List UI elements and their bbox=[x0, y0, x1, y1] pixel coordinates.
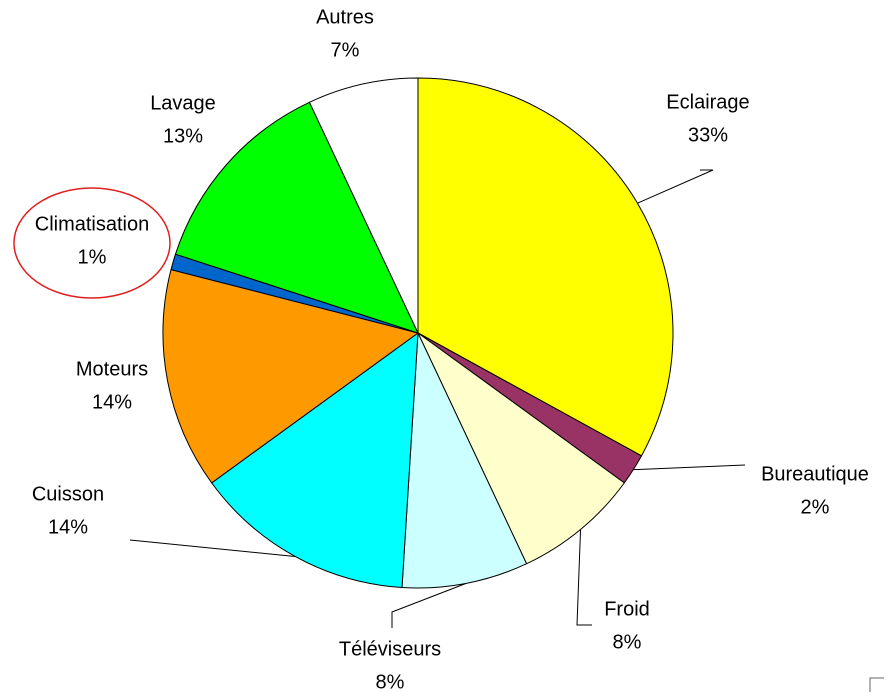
pie-slice bbox=[308, 77, 419, 334]
slice-label: Autres bbox=[316, 6, 374, 28]
pie-slice bbox=[211, 331, 419, 589]
leader-line bbox=[576, 529, 592, 626]
leader-line bbox=[633, 464, 746, 471]
highlight-ellipse bbox=[13, 187, 171, 299]
slice-value-label: 14% bbox=[92, 391, 132, 413]
slice-label: Eclairage bbox=[666, 91, 749, 113]
slice-label: Cuisson bbox=[32, 483, 104, 505]
slice-value-label: 8% bbox=[613, 631, 642, 653]
slice-value-label: 8% bbox=[376, 671, 405, 693]
leader-line bbox=[637, 169, 714, 204]
slice-label: Bureautique bbox=[761, 463, 869, 485]
slice-value-label: 1% bbox=[78, 246, 107, 268]
slice-label: Climatisation bbox=[35, 213, 149, 235]
slice-value-label: 33% bbox=[688, 124, 728, 146]
slice-value-label: 7% bbox=[331, 39, 360, 61]
leader-line bbox=[129, 539, 296, 557]
pie-slice bbox=[174, 101, 419, 334]
slice-label: Moteurs bbox=[76, 358, 148, 380]
corner-mark bbox=[869, 677, 884, 692]
pie-slice bbox=[417, 332, 625, 565]
slice-value-label: 14% bbox=[48, 516, 88, 538]
slice-label: Téléviseurs bbox=[339, 638, 441, 660]
pie-slice bbox=[162, 268, 420, 484]
pie-slice bbox=[417, 77, 674, 457]
slice-value-label: 13% bbox=[163, 125, 203, 147]
slice-value-label: 2% bbox=[801, 496, 830, 518]
slice-label: Lavage bbox=[150, 92, 216, 114]
slice-label: Froid bbox=[604, 598, 650, 620]
leader-line bbox=[391, 583, 466, 628]
